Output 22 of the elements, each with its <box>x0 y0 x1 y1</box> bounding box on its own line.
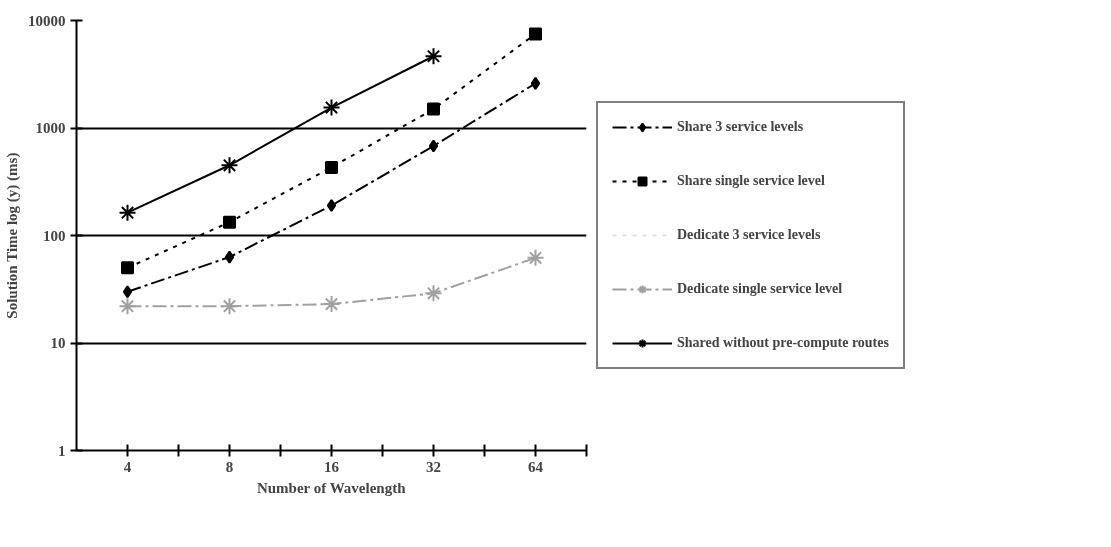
y-tick-label: 100 <box>43 227 66 244</box>
y-tick-label: 1000 <box>35 120 66 136</box>
x-tick-label: 8 <box>225 458 234 475</box>
legend-label: Dedicate 3 service levels <box>677 227 821 243</box>
x-tick-label: 64 <box>528 458 544 475</box>
y-tick-label: 10 <box>50 335 66 351</box>
legend-label: Shared without pre-compute routes <box>677 335 889 351</box>
point <box>530 76 541 90</box>
legend-label: Share 3 service levels <box>677 119 804 135</box>
y-tick-label: 1 <box>58 442 66 459</box>
y-tick-label: 10000 <box>28 12 66 29</box>
point <box>427 102 440 116</box>
point <box>529 27 542 41</box>
x-tick-label: 4 <box>123 458 132 475</box>
x-tick-label: 32 <box>426 458 441 475</box>
legend-label: Share single service level <box>677 173 825 189</box>
point <box>424 47 443 66</box>
y-axis-title: Solution Time log (y) (ms) <box>4 152 21 319</box>
point <box>322 98 341 117</box>
legend-label: Dedicate single service level <box>677 281 843 297</box>
x-axis-title: Number of Wavelength <box>256 479 407 496</box>
x-tick-label: 16 <box>324 458 340 475</box>
